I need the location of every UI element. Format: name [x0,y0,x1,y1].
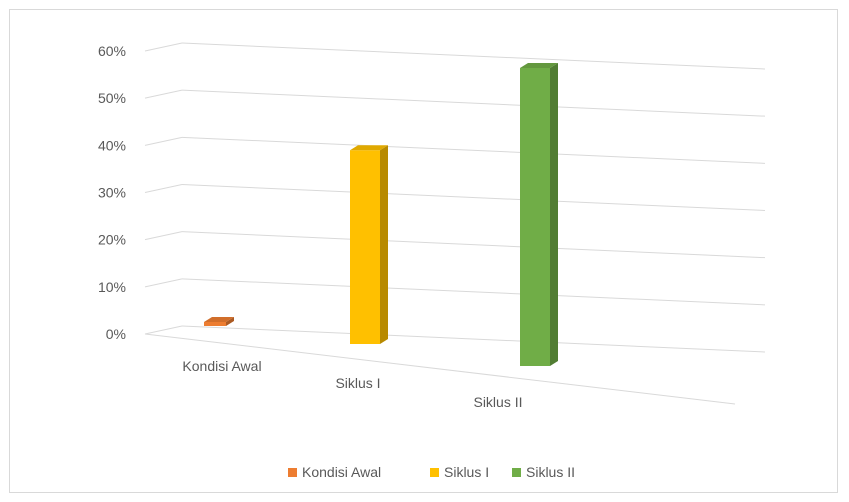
bar-siklus-ii [520,63,558,366]
gridline [181,89,766,117]
x-category-label: Siklus I [335,375,380,391]
x-category-label: Kondisi Awal [182,358,261,374]
gridline-side [144,136,183,146]
y-tick-label: 10% [98,279,126,295]
legend-swatch [512,468,521,477]
gridline-side [144,184,183,193]
bar-top-face [520,63,558,68]
bar-side-face [226,317,234,326]
y-tick-label: 20% [98,232,126,248]
y-tick-label: 50% [98,90,126,106]
bar-front-face [350,150,380,344]
legend-label: Siklus I [444,464,489,480]
legend-item: Siklus II [512,464,575,480]
gridline-side [144,42,183,52]
bar-kondisi-awal [204,317,234,326]
y-tick-label: 30% [98,185,126,201]
y-tick-label: 0% [106,326,126,342]
legend-label: Siklus II [526,464,575,480]
gridline-side [144,89,183,99]
gridline-side [144,278,183,288]
bar-side-face [550,63,558,366]
gridline [181,231,766,259]
x-category-label: Siklus II [473,394,522,410]
gridline [181,42,766,70]
y-axis-ticks: 0% 10% 20% 30% 40% 50% 60% [98,43,126,342]
gridline-side [144,231,183,241]
chart-frame [9,9,838,493]
bars [204,63,558,366]
bar-top-face [204,317,234,322]
legend: Kondisi Awal Siklus I Siklus II [288,464,575,480]
bar-top-face [350,145,388,151]
floor-edge [144,333,736,405]
bar-front-face [204,322,226,326]
bar-side-face [380,145,388,344]
legend-item: Siklus I [430,464,489,480]
bar-front-face [520,68,550,366]
y-tick-label: 40% [98,137,126,153]
y-tick-label: 60% [98,43,126,59]
bar-siklus-i [350,145,388,344]
legend-label: Kondisi Awal [302,464,381,480]
legend-swatch [288,468,297,477]
gridline-side [144,325,183,335]
gridline [181,278,766,306]
x-axis-categories: Kondisi Awal Siklus I Siklus II [182,358,522,410]
gridline [181,136,766,164]
legend-item: Kondisi Awal [288,464,381,480]
gridlines [144,42,766,405]
gridline [181,184,766,211]
gridline [181,325,766,353]
legend-swatch [430,468,439,477]
